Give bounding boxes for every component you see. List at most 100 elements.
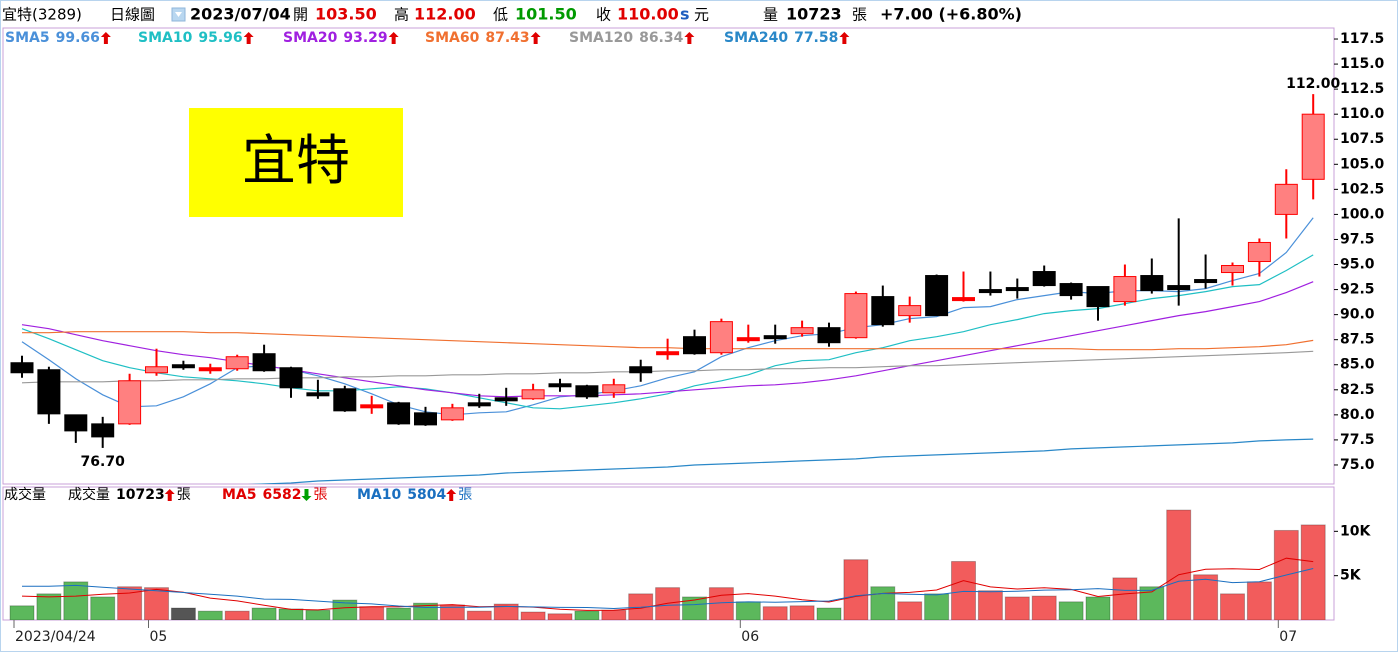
candle-body: [1059, 283, 1083, 297]
y-tick-label: 87.5: [1340, 332, 1375, 348]
candle-body: [10, 362, 34, 374]
y-tick-label: 85.0: [1340, 357, 1375, 373]
volume-bar: [655, 587, 681, 620]
y-tick-label: 5K: [1340, 568, 1362, 584]
trend-arrow: [684, 32, 695, 44]
y-tick-label: 102.5: [1340, 181, 1384, 197]
high-value: 112.00: [414, 5, 476, 24]
legend-value: 77.58: [794, 30, 838, 46]
candle-body: [656, 351, 680, 356]
candle-body: [198, 367, 222, 372]
legend-unit: 張: [313, 487, 327, 503]
volume-bar: [1166, 509, 1192, 620]
legend-value: 10723: [116, 487, 165, 503]
legend-name: SMA5: [5, 30, 50, 46]
trend-arrow: [530, 32, 541, 44]
volume-bar: [332, 599, 358, 620]
volume-bar: [682, 596, 707, 620]
high-label: 112.00: [1286, 76, 1340, 92]
candle-body: [145, 366, 168, 374]
ma-line: [21, 557, 1314, 611]
candle-body: [279, 367, 303, 389]
volume-bar: [816, 607, 842, 620]
volume-bar: [305, 609, 331, 620]
y-tick-label: 107.5: [1340, 131, 1384, 147]
legend-unit: 張: [177, 487, 191, 503]
period[interactable]: 日線圖: [110, 6, 155, 24]
x-tick-label: 2023/04/24: [15, 629, 96, 645]
candle-body: [736, 337, 760, 342]
x-tick-label: 06: [741, 629, 759, 645]
y-tick-label: 75.0: [1340, 457, 1375, 473]
trend-arrow: [243, 32, 254, 44]
volume-bar: [924, 593, 950, 620]
change: +7.00 (+6.80%): [880, 5, 1022, 24]
volume-bar: [843, 559, 869, 620]
candle-body: [467, 402, 491, 407]
candle-body: [763, 335, 787, 340]
volume-bar: [897, 601, 923, 620]
trend-arrow: [164, 489, 175, 501]
candle-body: [64, 414, 88, 432]
candle-body: [171, 364, 195, 369]
y-tick-label: 117.5: [1340, 31, 1384, 47]
legend-name: SMA20: [283, 30, 338, 46]
candle-body: [952, 297, 975, 302]
ma-line: [22, 568, 1314, 610]
y-tick-label: 97.5: [1340, 231, 1375, 247]
volume-bar: [1031, 595, 1057, 620]
volume-bar: [547, 613, 573, 620]
volume-bar: [197, 610, 223, 620]
y-tick-label: 95.0: [1340, 257, 1375, 273]
stock-name: 宜特(3289): [2, 6, 82, 24]
ma-line: [21, 217, 1314, 416]
y-tick-label: 100.0: [1340, 206, 1385, 222]
candle-body: [1140, 275, 1164, 292]
legend-name: SMA240: [724, 30, 788, 46]
candle-body: [1167, 285, 1191, 291]
candle-body: [1221, 265, 1244, 274]
legend-value: 5804: [407, 487, 446, 503]
legend-name: SMA60: [425, 30, 480, 46]
legend-name: SMA120: [569, 30, 633, 46]
volume-bar: [1085, 596, 1111, 620]
x-tick-label: 07: [1279, 629, 1297, 645]
legend-value: 95.96: [198, 30, 242, 46]
ma-line: [21, 350, 1314, 384]
legend-name: 成交量: [68, 486, 110, 503]
header: 宜特(3289) 日線圖 2023/07/04 開 103.50 高 112.0…: [2, 5, 1022, 24]
trend-arrow: [388, 32, 399, 44]
y-tick-label: 105.0: [1340, 156, 1385, 172]
volume-bar: [601, 609, 627, 620]
volume-value: 10723: [786, 5, 842, 24]
legend-name: SMA10: [138, 30, 193, 46]
volume-bar: [9, 605, 35, 620]
candle-body: [91, 423, 115, 438]
name-box: [189, 108, 403, 217]
open-label: 開: [293, 6, 308, 24]
y-tick-label: 110.0: [1340, 106, 1385, 122]
low-label: 76.70: [81, 454, 126, 470]
volume-bar: [386, 607, 412, 620]
candle-body: [871, 296, 895, 326]
volume-bar: [90, 596, 116, 620]
volume-bar: [144, 587, 169, 620]
volume-bar: [789, 605, 815, 620]
open-value: 103.50: [315, 5, 377, 24]
candle-body: [844, 293, 868, 339]
low-label: 低: [493, 6, 508, 24]
volume-bar: [1246, 581, 1272, 620]
date: 2023/07/04: [190, 5, 291, 24]
volume-unit: 張: [852, 6, 867, 24]
dropdown-arrow: [175, 12, 182, 17]
candle-body: [1005, 287, 1029, 292]
ma-line: [247, 438, 1314, 484]
legend-unit: 張: [458, 487, 472, 503]
y-tick-label: 112.5: [1340, 81, 1384, 97]
candle-body: [118, 380, 142, 425]
close-label: 收: [596, 6, 611, 24]
candle-body: [387, 402, 411, 425]
volume-bar: [36, 593, 62, 620]
legend-value: 93.29: [343, 30, 387, 46]
